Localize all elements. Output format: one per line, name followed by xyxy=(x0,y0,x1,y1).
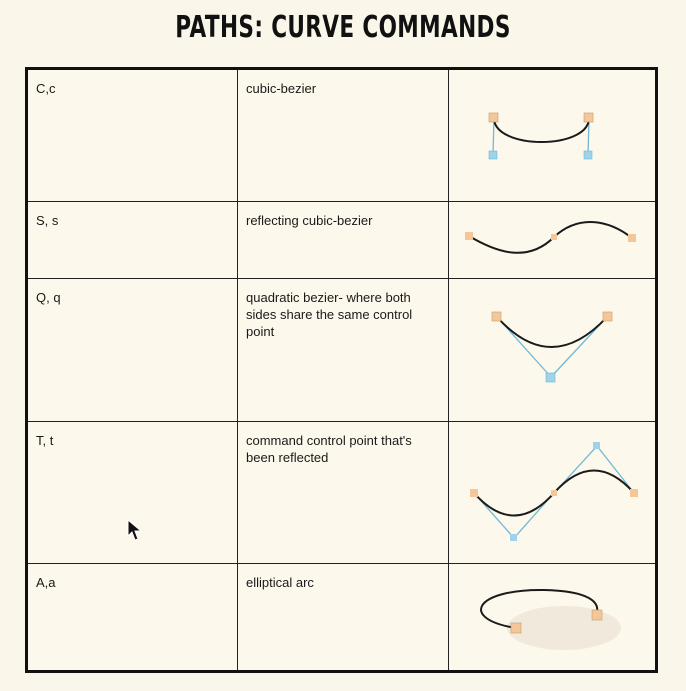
description-cell: quadratic bezier- where both sides share… xyxy=(237,278,449,422)
quadratic-bezier-diagram xyxy=(491,311,613,383)
table-row-reflecting-cubic: S, s reflecting cubic-bezier xyxy=(26,201,657,279)
description-cell: reflecting cubic-bezier xyxy=(237,201,449,279)
table-row-quadratic: Q, q quadratic bezier- where both sides … xyxy=(26,278,657,422)
page-title: PATHS: CURVE COMMANDS xyxy=(175,10,511,45)
cubic-bezier-diagram xyxy=(488,112,594,160)
diagram-cell xyxy=(448,68,657,202)
command-cell: S, s xyxy=(26,201,238,279)
diagram-cell xyxy=(448,563,657,672)
smooth-quadratic-diagram xyxy=(470,442,638,541)
reflecting-cubic-bezier-diagram xyxy=(465,221,636,254)
command-cell: Q, q xyxy=(26,278,238,422)
command-cell: A,a xyxy=(26,563,238,672)
diagram-cell xyxy=(448,201,657,279)
table-row-cubic: C,c cubic-bezier xyxy=(26,68,657,202)
command-cell: T, t xyxy=(26,421,238,564)
command-cell: C,c xyxy=(26,68,238,202)
table-row-smooth-quadratic: T, t command control point that's been r… xyxy=(26,421,657,564)
diagram-cell xyxy=(448,278,657,422)
diagram-cell xyxy=(448,421,657,564)
elliptical-arc-diagram xyxy=(480,588,621,650)
description-cell: cubic-bezier xyxy=(237,68,449,202)
table-row-elliptical-arc: A,a elliptical arc xyxy=(26,563,657,672)
mouse-cursor-icon xyxy=(127,519,143,541)
description-cell: elliptical arc xyxy=(237,563,449,672)
curve-commands-table: C,c cubic-bezier S, s reflecting cubic-b… xyxy=(25,67,658,673)
description-cell: command control point that's been reflec… xyxy=(237,421,449,564)
